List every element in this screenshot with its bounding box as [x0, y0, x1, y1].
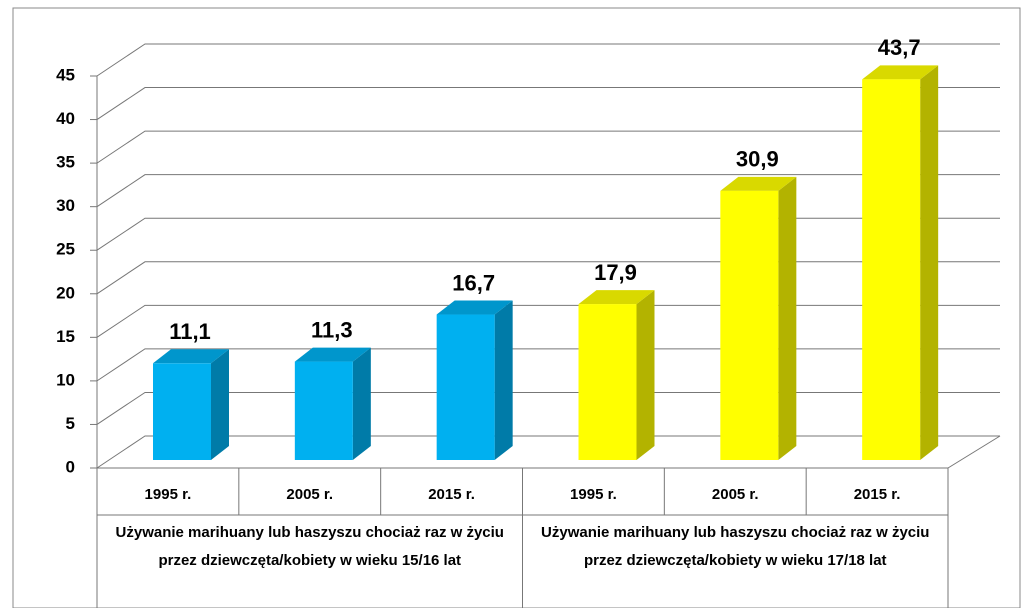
- y-tick-label: 45: [56, 65, 75, 84]
- grid-line: [96, 304, 1000, 338]
- y-tick-label: 20: [56, 283, 75, 302]
- bar-top: [720, 176, 797, 191]
- bar: [720, 190, 779, 460]
- data-label: 11,1: [169, 319, 211, 344]
- bar: [862, 79, 921, 460]
- y-tick-label: 5: [66, 414, 75, 433]
- frame: [12, 7, 1021, 608]
- data-label: 17,9: [594, 260, 637, 285]
- bar: [294, 361, 353, 460]
- data-label: 43,7: [878, 35, 921, 60]
- group-label: Używanie marihuany lub haszyszu chociaż …: [115, 524, 504, 569]
- x-tick-label: 2005 r.: [286, 486, 333, 503]
- bar-top: [862, 65, 939, 80]
- bar-top: [294, 347, 371, 362]
- floor-right-edge: [947, 435, 1001, 469]
- group-label: Używanie marihuany lub haszyszu chociaż …: [541, 524, 930, 569]
- bar-side: [778, 176, 797, 460]
- grid-line: [96, 217, 1000, 251]
- bar-top: [153, 349, 229, 364]
- grid-line: [96, 43, 1000, 77]
- x-tick-label: 2005 r.: [712, 486, 759, 503]
- bar-top: [578, 290, 655, 305]
- data-label: 16,7: [452, 270, 495, 295]
- grid-line: [96, 261, 1000, 295]
- bar-side: [636, 290, 655, 460]
- bar-side: [494, 300, 513, 460]
- grid-line: [96, 87, 1000, 120]
- y-tick-label: 35: [56, 153, 75, 172]
- bar-side: [352, 347, 371, 460]
- y-tick-label: 15: [56, 327, 75, 346]
- x-tick-label: 2015 r.: [854, 486, 901, 503]
- data-label: 11,3: [311, 317, 353, 342]
- y-tick-label: 10: [56, 370, 75, 389]
- y-tick-label: 0: [66, 457, 75, 476]
- data-label: 30,9: [736, 147, 779, 172]
- grid-line: [96, 391, 1000, 425]
- y-tick-label: 40: [56, 109, 75, 128]
- y-tick-label: 30: [56, 196, 75, 215]
- x-tick-label: 1995 r.: [145, 486, 192, 503]
- grid-line: [96, 130, 1000, 164]
- bar-top: [436, 300, 513, 315]
- grid-line: [96, 435, 1000, 469]
- x-tick-label: 1995 r.: [570, 486, 617, 503]
- bar: [436, 314, 495, 460]
- y-tick-label: 25: [56, 240, 75, 259]
- bar-side: [920, 65, 939, 460]
- grid-line: [96, 174, 1000, 208]
- bar: [153, 363, 211, 460]
- grid-line: [96, 348, 1000, 382]
- bar-side: [211, 349, 229, 460]
- x-tick-label: 2015 r.: [428, 486, 475, 503]
- bar: [578, 304, 637, 460]
